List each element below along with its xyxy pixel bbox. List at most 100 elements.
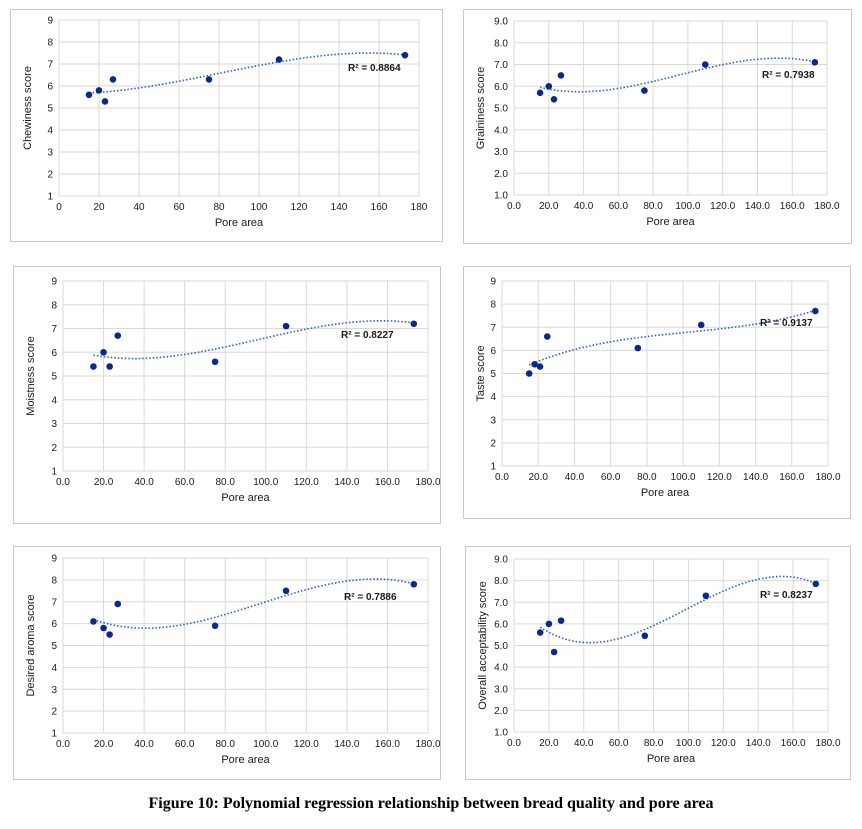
x-tick-label: 0.0 [56,739,70,750]
data-point [543,333,551,340]
y-tick-label: 3 [490,415,496,426]
r-squared-label: R² = 0.8227 [341,330,394,341]
y-tick-label: 4 [51,663,57,674]
y-tick-label: 9 [490,277,496,288]
data-point [401,51,409,59]
data-point [536,629,544,636]
y-tick-label: 5.0 [494,104,508,115]
trendline [93,578,414,629]
x-tick-label: 180.0 [814,201,839,212]
chart-panel-graininess: 1.0 2.0 3.0 4.0 5.0 6.0 7.0 8.0 9.0 0.0 20.0 40.0 60… [463,9,852,244]
plot-area [62,557,429,734]
data-point [100,348,107,356]
x-tick-label: 100 [251,202,268,213]
x-tick-label: 80.0 [215,739,235,750]
plot-area [513,558,829,733]
y-tick-label: 1 [47,192,53,203]
y-tick-label: 7.0 [494,60,508,71]
x-tick-label: 140.0 [745,201,770,212]
figure-caption: Figure 10: Polynomial regression relatio… [148,795,714,812]
data-point [211,622,219,630]
x-tick-label: 180.0 [815,472,840,483]
x-tick-label: 160.0 [780,201,805,212]
y-tick-label: 9.0 [494,555,508,566]
x-tick-label: 180 [411,202,428,213]
y-tick-label: 5 [47,104,53,115]
y-tick-label: 3 [47,148,53,159]
y-tick-label: 7 [490,323,496,334]
data-point [114,600,122,608]
data-point [634,344,642,352]
x-tick-label: 80.0 [215,477,235,488]
y-tick-label: 7 [51,597,57,608]
x-tick-label: 100.0 [676,738,701,749]
y-tick-label: 6.0 [494,619,508,630]
data-point [536,89,544,97]
x-tick-label: 180.0 [415,477,440,488]
data-point [109,76,117,83]
y-tick-label: 1 [51,729,57,740]
x-tick-label: 60.0 [175,739,195,750]
data-point [697,321,705,329]
r-squared-label: R² = 0.8237 [760,590,813,601]
x-tick-label: 120.0 [711,738,736,749]
y-tick-label: 9 [51,554,57,565]
data-point [641,87,648,94]
chart-svg: 1 2 3 4 5 6 7 8 9 0.0 20.0 40.0 60.0 80.0 100.0 120.0 14… [25,554,440,767]
x-tick-label: 160 [371,202,388,213]
y-tick-label: 3.0 [494,684,508,695]
y-tick-label: 8.0 [494,38,508,49]
y-tick-label: 6 [51,619,57,630]
chart-svg: 1.0 2.0 3.0 4.0 5.0 6.0 7.0 8.0 9.0 0.0 20.0 40.0 60… [477,555,841,766]
y-tick-label: 8 [47,38,53,49]
plot-area [501,280,829,467]
y-tick-label: 4 [490,392,496,403]
y-tick-label: 4.0 [494,125,508,136]
data-point [410,320,418,328]
chart-svg: 1 2 3 4 5 6 7 8 9 0.0 20.0 40.0 60.0 80.0 100.0 120.0 14… [475,277,841,500]
x-tick-label: 0.0 [507,738,521,749]
r-squared-label: R² = 0.8864 [348,63,401,74]
y-tick-label: 4.0 [494,663,508,674]
trendline [88,52,406,94]
y-tick-label: 3.0 [494,147,508,158]
data-point [282,587,290,595]
chart-svg: 1 2 3 4 5 6 7 8 9 0.0 20.0 40.0 60.0 80.0 100.0 120.0 14… [25,277,440,505]
x-tick-label: 140.0 [743,472,768,483]
y-tick-label: 6 [51,348,57,359]
plot-area [513,20,828,196]
y-tick-label: 5 [51,372,57,383]
y-axis-title: Desired aroma score [25,594,37,696]
x-tick-label: 120.0 [707,472,732,483]
data-point [550,96,558,103]
y-tick-label: 3 [51,419,57,430]
data-point [812,580,820,588]
y-tick-label: 5 [490,369,496,380]
x-tick-label: 40.0 [134,477,154,488]
x-tick-label: 140.0 [334,739,359,750]
x-tick-label: 60.0 [175,477,195,488]
data-point [557,617,565,624]
y-axis-title: Graininess score [475,67,487,150]
x-tick-label: 120 [291,202,308,213]
x-tick-label: 60.0 [601,472,621,483]
x-tick-label: 40 [133,202,145,213]
y-tick-label: 7 [51,324,57,335]
trendline [539,57,815,93]
x-tick-label: 40.0 [565,472,585,483]
x-tick-label: 160.0 [779,472,804,483]
trendline [528,309,816,366]
plot-area [58,19,420,197]
data-point [641,632,649,640]
data-point [550,648,558,656]
x-tick-label: 100.0 [675,201,700,212]
data-point [90,618,97,625]
y-tick-label: 2 [47,170,53,181]
y-tick-label: 4 [51,395,57,406]
data-point [85,91,93,99]
data-point [114,332,122,339]
y-tick-label: 1.0 [494,728,508,739]
y-tick-label: 3 [51,685,57,696]
y-tick-label: 7.0 [494,598,508,609]
y-tick-label: 2 [51,707,57,718]
